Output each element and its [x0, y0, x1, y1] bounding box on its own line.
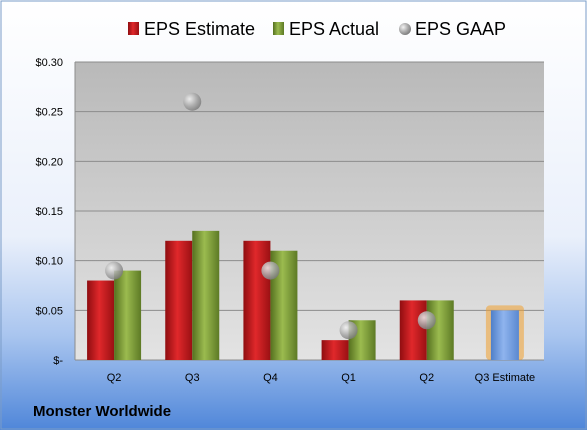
x-tick-label: Q2 — [107, 372, 122, 384]
y-tick-label: $0.15 — [35, 206, 63, 218]
legend-eps-actual-swatch — [273, 22, 284, 35]
legend-eps-estimate-swatch — [128, 22, 139, 35]
bar-eps-estimate — [399, 300, 427, 360]
y-tick-label: $0.05 — [35, 305, 63, 317]
legend-eps-gaap-label: EPS GAAP — [415, 19, 506, 39]
bar-eps-actual — [426, 300, 454, 360]
legend-eps-actual-label: EPS Actual — [289, 19, 379, 39]
bar-eps-estimate — [165, 240, 193, 360]
x-tick-label: Q1 — [341, 372, 356, 384]
bar-eps-estimate — [87, 280, 115, 360]
marker-eps-gaap — [417, 311, 436, 330]
y-tick-label: $0.30 — [35, 57, 63, 69]
legend: EPS Estimate EPS Actual EPS GAAP — [128, 19, 506, 39]
legend-eps-estimate-label: EPS Estimate — [144, 19, 255, 39]
bar-eps-actual — [192, 230, 220, 360]
x-tick-label: Q3 — [185, 372, 200, 384]
bar-eps-actual — [114, 270, 142, 360]
x-tick-label: Q4 — [263, 372, 278, 384]
bar-q3-estimate — [490, 310, 519, 360]
gridlines — [74, 61, 544, 361]
y-tick-label: $- — [53, 355, 63, 367]
bar-eps-estimate — [321, 340, 349, 360]
legend-eps-gaap-swatch — [399, 23, 411, 35]
y-tick-label: $0.10 — [35, 256, 63, 268]
marker-eps-gaap — [261, 261, 280, 280]
y-axis-ticks: $- $0.05 $0.10 $0.15 $0.20 $0.25 $0.30 — [35, 57, 63, 367]
x-tick-label: Q2 — [419, 372, 434, 384]
x-axis-ticks: Q2 Q3 Q4 Q1 Q2 Q3 Estimate — [107, 372, 535, 384]
marker-eps-gaap — [105, 261, 124, 280]
x-tick-label: Q3 Estimate — [475, 372, 536, 384]
y-tick-label: $0.25 — [35, 107, 63, 119]
gaap-markers — [105, 92, 436, 340]
y-tick-label: $0.20 — [35, 156, 63, 168]
bar-eps-estimate — [243, 240, 271, 360]
marker-eps-gaap — [183, 92, 202, 111]
company-name: Monster Worldwide — [33, 403, 171, 420]
marker-eps-gaap — [339, 321, 358, 340]
